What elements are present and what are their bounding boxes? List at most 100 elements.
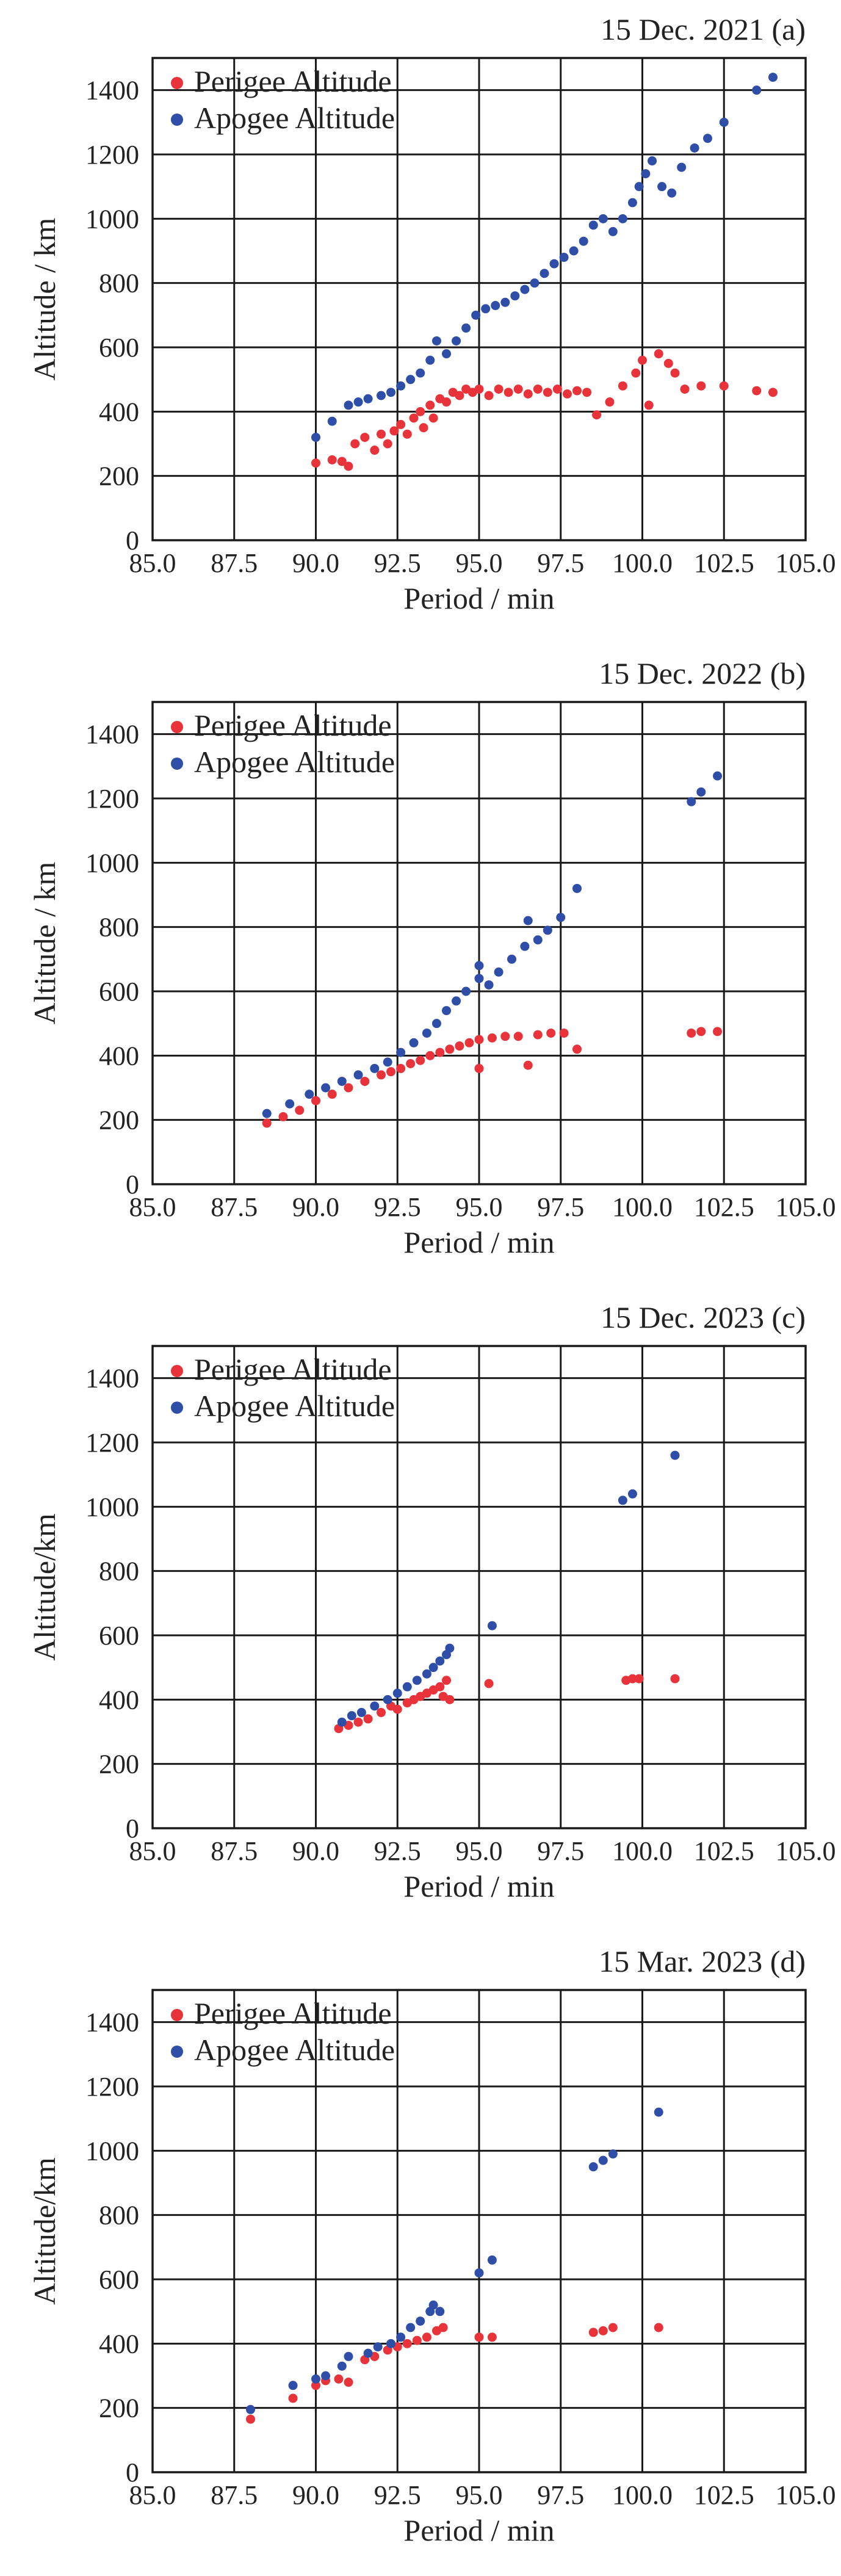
y-axis-label: Altitude / km	[27, 862, 62, 1025]
x-tick-label: 105.0	[776, 1192, 836, 1222]
data-point	[523, 389, 533, 399]
x-tick-label: 102.5	[694, 1836, 754, 1866]
data-point	[422, 1028, 431, 1038]
data-point	[484, 980, 494, 990]
data-point	[533, 1030, 543, 1040]
data-point	[719, 381, 729, 391]
y-tick-label: 1000	[85, 204, 139, 234]
data-point	[442, 1006, 451, 1016]
data-point	[631, 368, 641, 378]
x-tick-label: 97.5	[537, 548, 584, 578]
data-point	[648, 156, 657, 166]
data-point	[608, 226, 618, 236]
data-point	[442, 397, 451, 407]
data-point	[657, 182, 667, 192]
data-point	[442, 349, 451, 359]
data-point	[677, 162, 687, 172]
data-point	[608, 2149, 618, 2159]
y-tick-label: 200	[99, 461, 139, 491]
x-tick-label: 102.5	[694, 2480, 754, 2510]
chart-panel-3: 15 Mar. 2023 (d) 85.0 87.5 90.0 92.5 95.0 97.5…	[27, 1944, 836, 2547]
series-apogee	[337, 1450, 680, 1727]
data-point	[334, 2374, 344, 2384]
data-point	[663, 358, 673, 368]
y-tick-label: 600	[99, 977, 139, 1007]
data-point	[556, 913, 566, 922]
plot-frame	[151, 1345, 807, 1829]
chart-panel-2: 15 Dec. 2023 (c) 85.0 87.5 90.0 92.5 95.0 97.5…	[27, 1300, 836, 1903]
data-point	[696, 1027, 706, 1037]
data-point	[435, 1047, 445, 1057]
data-point	[425, 1051, 435, 1060]
data-point	[530, 278, 540, 288]
data-point	[687, 797, 696, 806]
data-point	[386, 2339, 396, 2348]
data-point	[311, 458, 320, 468]
series-apogee	[311, 73, 778, 442]
data-point	[392, 1688, 402, 1698]
data-point	[552, 384, 562, 394]
data-point	[598, 2155, 608, 2165]
y-tick-label: 600	[99, 333, 139, 363]
data-point	[513, 1032, 523, 1041]
data-point	[435, 1682, 445, 1691]
data-point	[654, 2107, 663, 2117]
data-point	[713, 1027, 723, 1037]
legend-entry: Apogee Altitude	[194, 2033, 395, 2067]
x-tick-label: 92.5	[374, 1192, 421, 1222]
data-point	[455, 391, 464, 400]
legend-marker	[171, 1365, 183, 1377]
data-point	[667, 188, 677, 198]
data-point	[435, 1656, 445, 1666]
y-tick-label: 200	[99, 1105, 139, 1135]
x-tick-label: 92.5	[374, 2480, 421, 2510]
data-point	[356, 1707, 366, 1717]
x-tick-label: 85.0	[129, 1192, 176, 1222]
data-point	[396, 1063, 406, 1073]
data-point	[396, 381, 406, 391]
x-tick-label: 105.0	[776, 2480, 836, 2510]
y-tick-label: 1000	[85, 2136, 139, 2166]
series-apogee	[262, 771, 723, 1118]
data-point	[533, 384, 543, 394]
data-point	[494, 384, 504, 394]
data-point	[406, 375, 416, 385]
data-point	[288, 2393, 298, 2403]
x-tick-label: 102.5	[694, 1192, 754, 1222]
data-point	[392, 1704, 402, 1714]
data-point	[425, 400, 435, 410]
data-point	[246, 2404, 255, 2414]
data-point	[360, 432, 370, 442]
data-point	[377, 1070, 386, 1080]
data-point	[373, 2342, 383, 2352]
data-point	[582, 388, 592, 397]
data-point	[627, 198, 637, 208]
data-point	[422, 2332, 431, 2342]
data-point	[445, 1695, 455, 1704]
y-tick-label: 800	[99, 913, 139, 942]
data-point	[353, 1070, 363, 1080]
y-tick-label: 1400	[85, 2008, 139, 2038]
data-point	[713, 771, 723, 781]
data-point	[487, 2255, 497, 2265]
y-tick-label: 0	[126, 526, 139, 555]
data-point	[654, 2323, 663, 2332]
x-tick-label: 87.5	[211, 1192, 258, 1222]
legend-entry: Apogee Altitude	[194, 1389, 395, 1423]
data-point	[520, 941, 530, 951]
y-tick-label: 1200	[85, 1428, 139, 1458]
data-point	[337, 1076, 347, 1086]
x-tick-label: 105.0	[776, 548, 836, 578]
legend-entry: Perigee Altitude	[194, 1352, 392, 1386]
data-point	[768, 73, 778, 82]
data-point	[523, 916, 533, 925]
data-point	[353, 397, 363, 407]
data-point	[559, 1028, 569, 1038]
data-point	[305, 1090, 314, 1099]
data-point	[311, 1096, 320, 1105]
data-point	[487, 2332, 497, 2342]
data-point	[246, 2414, 255, 2424]
y-tick-label: 800	[99, 2201, 139, 2230]
x-tick-label: 87.5	[211, 1836, 258, 1866]
